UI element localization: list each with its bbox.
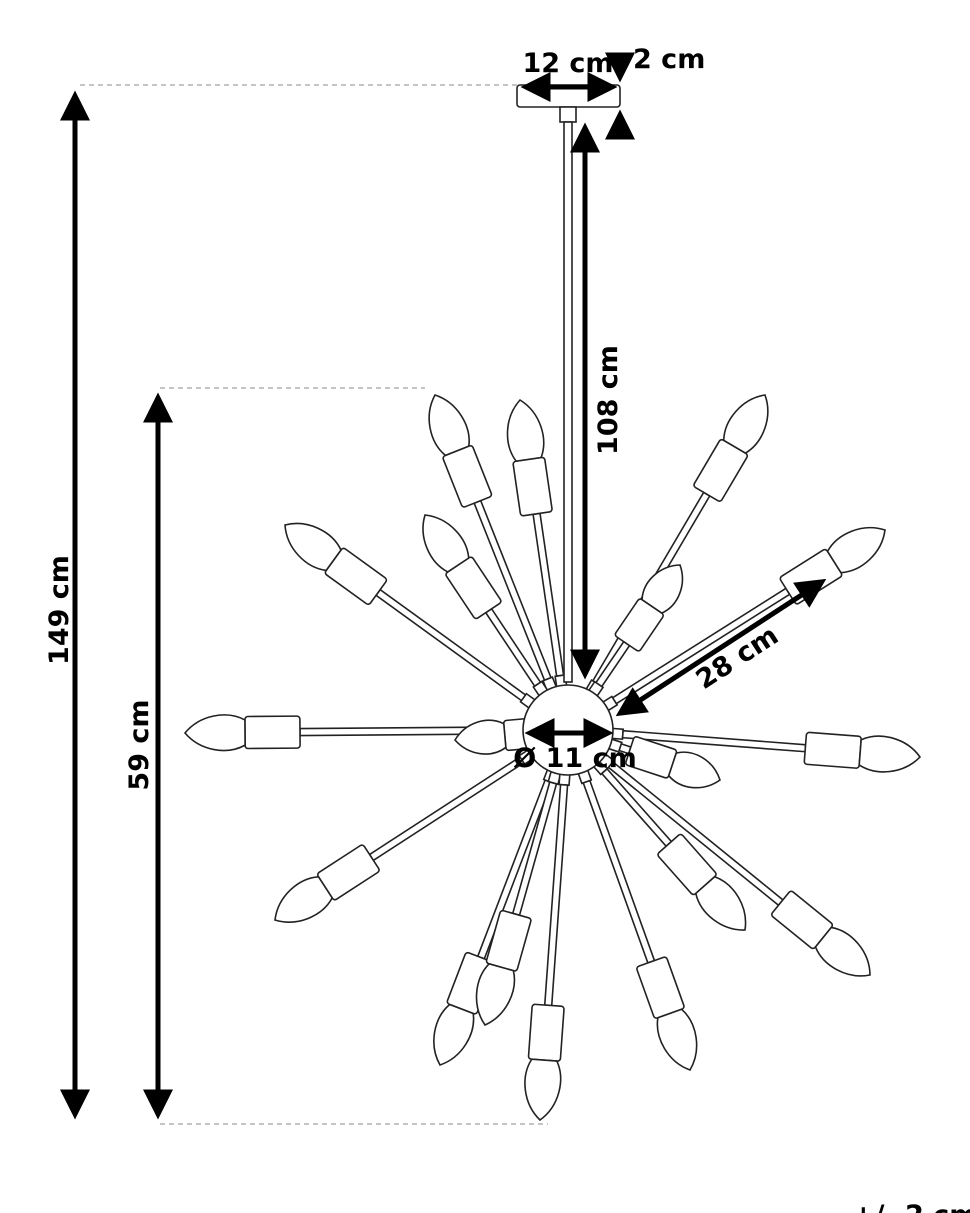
bulb: [433, 1003, 475, 1066]
bulb: [826, 526, 886, 574]
arm: [597, 752, 871, 977]
arm-rod: [582, 779, 656, 964]
bulb: [858, 735, 922, 773]
arm: [586, 564, 684, 699]
arm: [609, 727, 922, 773]
bulb-socket: [803, 731, 862, 769]
tolerance-label: +/- 2 cm: [852, 1200, 970, 1213]
arm: [606, 736, 721, 789]
bulb: [422, 514, 470, 573]
bulb-socket: [512, 456, 553, 517]
bulb: [454, 719, 507, 755]
canopy-width-label: 12 cm: [522, 48, 613, 79]
arm-rod: [368, 755, 525, 862]
bulb: [694, 875, 747, 931]
arm: [422, 514, 550, 699]
bulb-socket: [527, 1003, 565, 1062]
hub-diameter-label: Ø 11 cm: [513, 743, 636, 774]
bulb: [475, 962, 516, 1027]
rod-length-label: 108 cm: [593, 345, 624, 455]
arm-rod: [543, 783, 569, 1007]
bulb: [656, 1008, 698, 1071]
suspension-rod: [563, 121, 573, 683]
body-height-label: 59 cm: [124, 699, 155, 790]
bulb: [284, 522, 342, 572]
arm: [591, 757, 747, 931]
bulb: [814, 926, 871, 977]
bulb: [274, 875, 334, 923]
arm: [576, 767, 698, 1071]
arm-length-arrow: [615, 578, 827, 717]
arm-rod: [374, 588, 527, 702]
arm: [284, 522, 538, 710]
arm: [428, 394, 558, 693]
bulb: [667, 751, 721, 789]
bulb-socket: [244, 715, 301, 750]
bulb: [183, 714, 246, 752]
bulb: [506, 398, 545, 463]
canopy-stem: [559, 106, 577, 123]
bulb: [722, 394, 769, 455]
canopy-height-label: 2 cm: [633, 44, 705, 75]
total-height-label: 149 cm: [44, 555, 75, 665]
bulb-socket: [636, 956, 685, 1019]
bulb: [428, 394, 470, 457]
arm: [524, 771, 571, 1122]
arm: [274, 748, 536, 923]
bulb: [524, 1058, 562, 1122]
